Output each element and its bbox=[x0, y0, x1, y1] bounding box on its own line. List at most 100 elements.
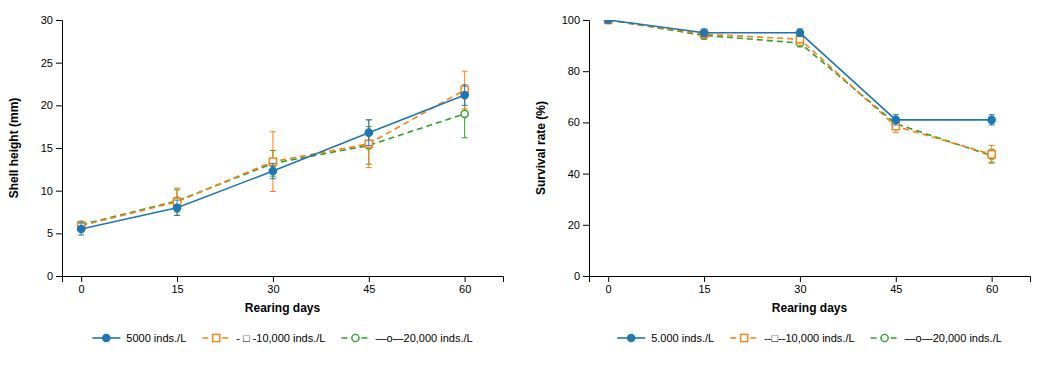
series bbox=[605, 20, 996, 125]
error-bar bbox=[78, 223, 84, 235]
tick-label: 15 bbox=[171, 283, 183, 295]
tick-mark bbox=[56, 148, 62, 149]
tick-label: 30 bbox=[267, 283, 279, 295]
point bbox=[461, 110, 468, 117]
tick: 15 bbox=[171, 276, 183, 295]
y-axis-title: Shell height (mm) bbox=[7, 98, 21, 199]
tick-mark bbox=[56, 191, 62, 192]
tick: 80 bbox=[568, 65, 589, 77]
tick: 100 bbox=[562, 14, 589, 26]
tick: 0 bbox=[79, 276, 85, 295]
legend-label: —o—20,000 inds./L bbox=[375, 332, 472, 344]
tick: 25 bbox=[41, 57, 62, 69]
tick: 40 bbox=[568, 168, 589, 180]
error-bar bbox=[797, 29, 803, 37]
tick: 15 bbox=[41, 142, 62, 154]
series-line bbox=[608, 20, 991, 156]
tick-label: 0 bbox=[47, 270, 53, 282]
tick: 60 bbox=[568, 116, 589, 128]
tick-label: 5 bbox=[47, 227, 53, 239]
panel: 015304560020406080100Rearing daysSurviva… bbox=[534, 14, 1031, 344]
legend-swatch-marker bbox=[628, 334, 635, 341]
x-axis-line bbox=[63, 277, 504, 283]
tick-label: 15 bbox=[698, 283, 710, 295]
tick-label: 60 bbox=[459, 283, 471, 295]
legend-label: 5.000 inds./L bbox=[651, 332, 714, 344]
tick-mark bbox=[583, 71, 589, 72]
error-bar bbox=[701, 29, 707, 37]
error-bar bbox=[989, 115, 995, 125]
tick-label: 0 bbox=[574, 270, 580, 282]
point bbox=[78, 225, 85, 232]
legend-item: - □ -10,000 inds./L bbox=[202, 332, 325, 344]
tick-mark bbox=[583, 174, 589, 175]
tick-label: 80 bbox=[568, 65, 580, 77]
chart-canvas: 0 15 30 45 60 0 5 10 15 20 25 30 Rearing days Shell h… bbox=[0, 0, 1054, 371]
tick: 20 bbox=[568, 219, 589, 231]
legend-label: 5000 inds./L bbox=[126, 332, 186, 344]
legend: 5.000 inds./L --□--10,000 inds./L —o—20,00… bbox=[617, 332, 1002, 344]
point bbox=[173, 204, 180, 211]
tick-mark bbox=[992, 276, 993, 282]
tick: 30 bbox=[267, 276, 279, 295]
error-bar bbox=[462, 85, 468, 105]
tick-label: 25 bbox=[41, 57, 53, 69]
tick-label: 10 bbox=[41, 185, 53, 197]
tick: 30 bbox=[794, 276, 806, 295]
legend-swatch-marker bbox=[881, 334, 888, 341]
legend-item: --□--10,000 inds./L bbox=[730, 332, 854, 344]
series-line bbox=[608, 20, 991, 120]
x-axis-line bbox=[590, 277, 1031, 283]
panel: 015304560051015202530Rearing daysShell h… bbox=[7, 14, 504, 344]
tick: 20 bbox=[41, 99, 62, 111]
x-axis-title: Rearing days bbox=[245, 301, 321, 315]
tick-label: 30 bbox=[41, 14, 53, 26]
tick-mark bbox=[583, 20, 589, 21]
tick-label: 20 bbox=[41, 99, 53, 111]
tick-mark bbox=[583, 276, 589, 277]
legend-swatch-marker bbox=[213, 334, 220, 341]
y-axis: 0 20 40 60 80 100 bbox=[562, 14, 590, 282]
tick-mark bbox=[896, 276, 897, 282]
legend-label: —o—20,000 inds./L bbox=[905, 332, 1002, 344]
tick: 0 bbox=[47, 270, 62, 282]
plot-area bbox=[78, 71, 469, 235]
series bbox=[605, 20, 996, 162]
error-bar bbox=[989, 145, 995, 163]
point bbox=[269, 167, 276, 174]
error-bar bbox=[462, 71, 468, 109]
legend-item: 5.000 inds./L bbox=[617, 332, 714, 344]
tick: 0 bbox=[574, 270, 589, 282]
legend-swatch-marker bbox=[103, 334, 110, 341]
tick-mark bbox=[608, 276, 609, 282]
tick-mark bbox=[177, 276, 178, 282]
error-bar bbox=[893, 115, 899, 125]
tick-mark bbox=[56, 20, 62, 21]
point bbox=[892, 116, 899, 123]
plot-area bbox=[605, 20, 996, 163]
tick-label: 60 bbox=[986, 283, 998, 295]
series bbox=[78, 85, 469, 235]
tick-label: 0 bbox=[79, 283, 85, 295]
series bbox=[78, 71, 469, 229]
legend-label: - □ -10,000 inds./L bbox=[236, 332, 325, 344]
tick-mark bbox=[704, 276, 705, 282]
legend-item: —o—20,000 inds./L bbox=[341, 332, 472, 344]
x-axis: 015304560 bbox=[63, 276, 504, 295]
tick-label: 0 bbox=[606, 283, 612, 295]
tick-label: 100 bbox=[562, 14, 580, 26]
x-axis-title: Rearing days bbox=[772, 301, 848, 315]
point bbox=[796, 29, 803, 36]
x-axis: 0 15 30 45 60 bbox=[590, 276, 1031, 295]
legend-swatch-marker bbox=[741, 334, 748, 341]
y-axis-line bbox=[56, 21, 63, 277]
tick: 60 bbox=[459, 276, 471, 295]
error-bar bbox=[270, 163, 276, 178]
legend-item: 5000 inds./L bbox=[92, 332, 186, 344]
tick-label: 20 bbox=[568, 219, 580, 231]
error-bar bbox=[174, 188, 180, 215]
tick-label: 45 bbox=[890, 283, 902, 295]
series-line bbox=[81, 95, 464, 229]
error-bar bbox=[366, 120, 372, 168]
error-bar bbox=[366, 120, 372, 146]
